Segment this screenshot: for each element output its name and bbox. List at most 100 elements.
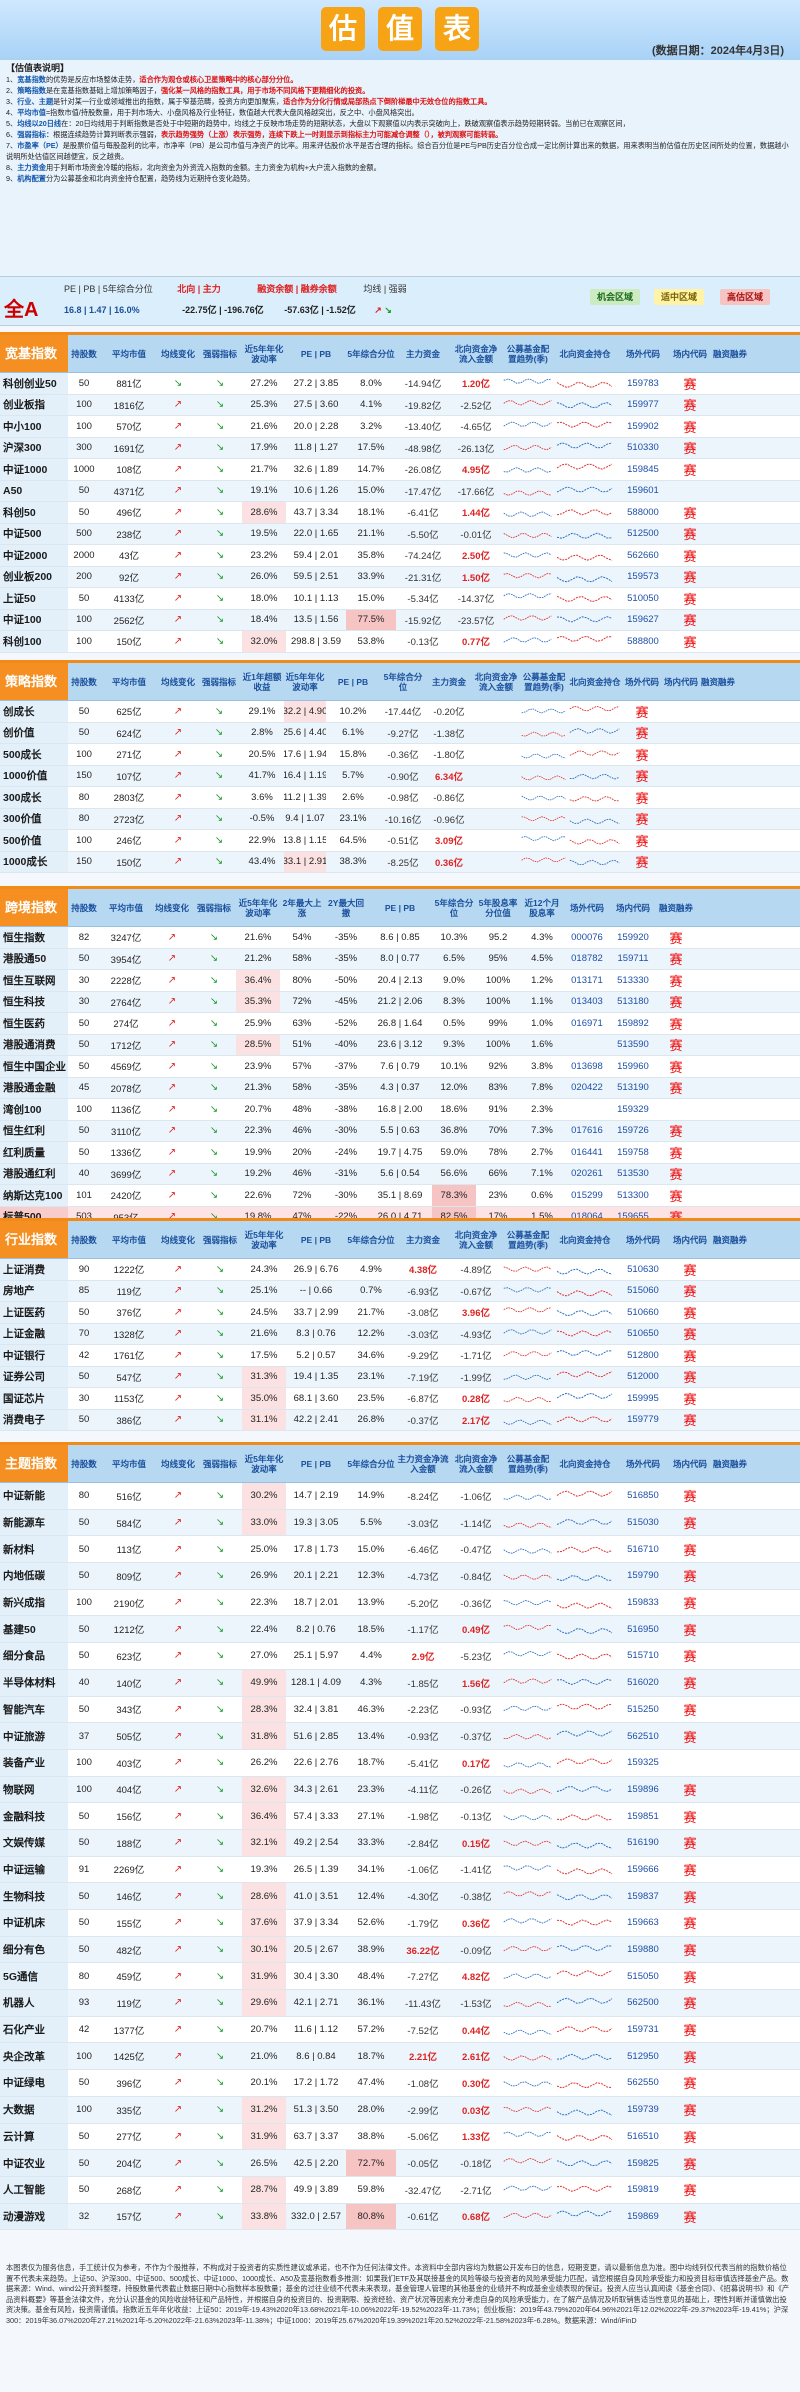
table-row[interactable]: 恒生指数 82 3247亿 ↗ ↘ 21.6% 54% -35% 8.6 | 0.85 10.3%…: [0, 927, 800, 949]
index-name[interactable]: 中证新能: [0, 1483, 68, 1509]
index-name[interactable]: 大数据: [0, 2096, 68, 2123]
table-row[interactable]: 恒生科技 30 2764亿 ↗ ↘ 35.3% 72% -45% 21.2 | 2.06 8.3%…: [0, 991, 800, 1013]
index-name[interactable]: 中证旅游: [0, 1723, 68, 1749]
table-row[interactable]: 恒生红利 50 3110亿 ↗ ↘ 22.3% 46% -30% 5.5 | 0.63 36.8%…: [0, 1120, 800, 1142]
index-name[interactable]: 港股通消费: [0, 1034, 68, 1055]
table-row[interactable]: 中证农业 50 204亿 ↗ ↘ 26.5% 42.5 | 2.20 72.7% -0.05亿 -…: [0, 2150, 800, 2177]
index-name[interactable]: 恒生科技: [0, 991, 68, 1012]
index-name[interactable]: 装备产业: [0, 1749, 68, 1776]
index-name[interactable]: 房地产: [0, 1280, 68, 1301]
index-name[interactable]: 细分食品: [0, 1643, 68, 1669]
table-row[interactable]: 科创100 100 150亿 ↗ ↘ 32.0% 298.8 | 3.59 53.8% -0.1…: [0, 631, 800, 653]
index-name[interactable]: 中证500: [0, 523, 68, 544]
index-name[interactable]: 中小100: [0, 416, 68, 437]
table-row[interactable]: 金融科技 50 156亿 ↗ ↘ 36.4% 57.4 | 3.33 27.1% -1.98亿 -…: [0, 1803, 800, 1830]
index-name[interactable]: 科创创业50: [0, 373, 68, 394]
table-row[interactable]: 消费电子 50 386亿 ↗ ↘ 31.1% 42.2 | 2.41 26.8% -0.37亿 2…: [0, 1409, 800, 1431]
table-row[interactable]: A50 50 4371亿 ↗ ↘ 19.1% 10.6 | 1.26 15.0% -17.47亿…: [0, 480, 800, 502]
index-name[interactable]: 中证绿电: [0, 2070, 68, 2096]
table-row[interactable]: 动漫游戏 32 157亿 ↗ ↘ 33.8% 332.0 | 2.57 80.8% -0.61亿…: [0, 2203, 800, 2231]
table-row[interactable]: 300成长 80 2803亿 ↗ ↘ 3.6% 11.2 | 1.39 2.6% -0.98亿 -…: [0, 787, 800, 809]
index-name[interactable]: 恒生互联网: [0, 970, 68, 991]
index-name[interactable]: 沪深300: [0, 437, 68, 458]
table-row[interactable]: 上证消费 90 1222亿 ↗ ↘ 24.3% 26.9 | 6.76 4.9% 4.38亿 -4…: [0, 1259, 800, 1281]
index-name[interactable]: 上证金融: [0, 1323, 68, 1344]
index-name[interactable]: 上证医药: [0, 1302, 68, 1323]
index-name[interactable]: 恒生医药: [0, 1013, 68, 1034]
index-name[interactable]: 新兴成指: [0, 1589, 68, 1616]
index-name[interactable]: 5G通信: [0, 1963, 68, 1990]
index-name[interactable]: 新能源车: [0, 1509, 68, 1536]
table-row[interactable]: 恒生医药 50 274亿 ↗ ↘ 25.9% 63% -52% 26.8 | 1.64 0.5% 9…: [0, 1013, 800, 1035]
table-row[interactable]: 半导体材料 40 140亿 ↗ ↘ 49.9% 128.1 | 4.09 4.3% -1.85亿…: [0, 1669, 800, 1697]
table-row[interactable]: 创价值 50 624亿 ↗ ↘ 2.8% 25.6 | 4.40 6.1% -9.27亿 -1.3…: [0, 722, 800, 744]
table-row[interactable]: 沪深300 300 1691亿 ↗ ↘ 17.9% 11.8 | 1.27 17.5% -48.…: [0, 437, 800, 459]
table-row[interactable]: 港股通消费 50 1712亿 ↗ ↘ 28.5% 51% -40% 23.6 | 3.12 9.3…: [0, 1034, 800, 1056]
table-row[interactable]: 云计算 50 277亿 ↗ ↘ 31.9% 63.7 | 3.37 38.8% -5.06亿 1.…: [0, 2123, 800, 2151]
table-row[interactable]: 内地低碳 50 809亿 ↗ ↘ 26.9% 20.1 | 2.21 12.3% -4.73亿 -…: [0, 1563, 800, 1590]
index-name[interactable]: 创业板200: [0, 566, 68, 587]
table-row[interactable]: 文娱传媒 50 188亿 ↗ ↘ 32.1% 49.2 | 2.54 33.3% -2.84亿 0…: [0, 1829, 800, 1857]
table-row[interactable]: 中证1000 1000 108亿 ↗ ↘ 21.7% 32.6 | 1.89 14.7% -26…: [0, 459, 800, 481]
table-row[interactable]: 国证芯片 30 1153亿 ↗ ↘ 35.0% 68.1 | 3.60 23.5% -6.87亿…: [0, 1388, 800, 1410]
table-row[interactable]: 人工智能 50 268亿 ↗ ↘ 28.7% 49.9 | 3.89 59.8% -32.47亿…: [0, 2176, 800, 2204]
table-row[interactable]: 中证旅游 37 505亿 ↗ ↘ 31.8% 51.6 | 2.85 13.4% -0.93亿 -…: [0, 1723, 800, 1750]
index-name[interactable]: 港股通50: [0, 948, 68, 969]
table-row[interactable]: 科创创业50 50 881亿 ↘ ↘ 27.2% 27.2 | 3.85 8.0% -14.94…: [0, 373, 800, 395]
table-row[interactable]: 证券公司 50 547亿 ↗ ↘ 31.3% 19.4 | 1.35 23.1% -7.19亿 -…: [0, 1366, 800, 1388]
table-row[interactable]: 房地产 85 119亿 ↗ ↘ 25.1% -- | 0.66 0.7% -6.93亿 -0.67…: [0, 1280, 800, 1302]
index-name[interactable]: 人工智能: [0, 2176, 68, 2203]
index-name[interactable]: 1000成长: [0, 851, 68, 872]
index-name[interactable]: 上证消费: [0, 1259, 68, 1280]
index-name[interactable]: 中证农业: [0, 2150, 68, 2176]
table-row[interactable]: 物联网 100 404亿 ↗ ↘ 32.6% 34.3 | 2.61 23.3% -4.11亿 -…: [0, 1776, 800, 1804]
table-row[interactable]: 上证金融 70 1328亿 ↗ ↘ 21.6% 8.3 | 0.76 12.2% -3.03亿 -…: [0, 1323, 800, 1345]
table-row[interactable]: 上证50 50 4133亿 ↗ ↘ 18.0% 10.1 | 1.13 15.0% -5.34亿…: [0, 588, 800, 610]
index-name[interactable]: 科创50: [0, 502, 68, 523]
index-name[interactable]: 中证运输: [0, 1856, 68, 1883]
table-row[interactable]: 中证新能 80 516亿 ↗ ↘ 30.2% 14.7 | 2.19 14.9% -8.24亿 -…: [0, 1483, 800, 1510]
index-name[interactable]: 恒生指数: [0, 927, 68, 948]
index-name[interactable]: 恒生中国企业: [0, 1056, 68, 1077]
table-row[interactable]: 中证银行 42 1761亿 ↗ ↘ 17.5% 5.2 | 0.57 34.6% -9.29亿 -…: [0, 1345, 800, 1367]
table-row[interactable]: 港股通50 50 3954亿 ↗ ↘ 21.2% 58% -35% 8.0 | 0.77 6.5%…: [0, 948, 800, 970]
index-name[interactable]: 内地低碳: [0, 1563, 68, 1589]
index-name[interactable]: 创价值: [0, 722, 68, 743]
table-row[interactable]: 500价值 100 246亿 ↗ ↘ 22.9% 13.8 | 1.15 64.5% -0.51…: [0, 830, 800, 852]
index-name[interactable]: 机器人: [0, 1990, 68, 2016]
index-name[interactable]: 半导体材料: [0, 1669, 68, 1696]
index-name[interactable]: 新材料: [0, 1536, 68, 1563]
index-name[interactable]: A50: [0, 480, 68, 501]
table-row[interactable]: 大数据 100 335亿 ↗ ↘ 31.2% 51.3 | 3.50 28.0% -2.99亿 0…: [0, 2096, 800, 2124]
index-name[interactable]: 金融科技: [0, 1803, 68, 1829]
table-row[interactable]: 创业板指 100 1816亿 ↗ ↘ 25.3% 27.5 | 3.60 4.1% -19.82…: [0, 394, 800, 416]
index-name[interactable]: 生物科技: [0, 1883, 68, 1909]
table-row[interactable]: 中证运输 91 2269亿 ↗ ↘ 19.3% 26.5 | 1.39 34.1% -1.06亿…: [0, 1856, 800, 1884]
table-row[interactable]: 新兴成指 100 2190亿 ↗ ↘ 22.3% 18.7 | 2.01 13.9% -5.20…: [0, 1589, 800, 1617]
index-name[interactable]: 中证机床: [0, 1910, 68, 1936]
index-name[interactable]: 石化产业: [0, 2016, 68, 2043]
table-row[interactable]: 中证100 100 2562亿 ↗ ↘ 18.4% 13.5 | 1.56 77.5% -15.…: [0, 609, 800, 631]
table-row[interactable]: 央企改革 100 1425亿 ↗ ↘ 21.0% 8.6 | 0.84 18.7% 2.21亿 2…: [0, 2043, 800, 2071]
table-row[interactable]: 智能汽车 50 343亿 ↗ ↘ 28.3% 32.4 | 3.81 46.3% -2.23亿 -…: [0, 1696, 800, 1724]
table-row[interactable]: 纳斯达克100 101 2420亿 ↗ ↘ 22.6% 72% -30% 35.1 | 8.69…: [0, 1185, 800, 1207]
index-name[interactable]: 中证2000: [0, 545, 68, 566]
index-name[interactable]: 上证50: [0, 588, 68, 609]
index-name[interactable]: 1000价值: [0, 765, 68, 786]
index-name[interactable]: 文娱传媒: [0, 1829, 68, 1856]
index-name[interactable]: 创成长: [0, 701, 68, 722]
table-row[interactable]: 红利质量 50 1336亿 ↗ ↘ 19.9% 20% -24% 19.7 | 4.75 59.0…: [0, 1142, 800, 1164]
table-row[interactable]: 恒生中国企业 50 4569亿 ↗ ↘ 23.9% 57% -37% 7.6 | 0.79 10.…: [0, 1056, 800, 1078]
table-row[interactable]: 石化产业 42 1377亿 ↗ ↘ 20.7% 11.6 | 1.12 57.2% -7.52亿…: [0, 2016, 800, 2044]
index-name[interactable]: 消费电子: [0, 1409, 68, 1430]
index-name[interactable]: 中证银行: [0, 1345, 68, 1366]
index-name[interactable]: 基建50: [0, 1616, 68, 1643]
table-row[interactable]: 湾创100 100 1136亿 ↗ ↘ 20.7% 48% -38% 16.8 | 2.00 18…: [0, 1099, 800, 1121]
table-row[interactable]: 港股通金融 45 2078亿 ↗ ↘ 21.3% 58% -35% 4.3 | 0.37 12.0…: [0, 1077, 800, 1099]
table-row[interactable]: 细分食品 50 623亿 ↗ ↘ 27.0% 25.1 | 5.97 4.4% 2.9亿 -5.2…: [0, 1643, 800, 1670]
index-name[interactable]: 港股通金融: [0, 1077, 68, 1098]
table-row[interactable]: 新能源车 50 584亿 ↗ ↘ 33.0% 19.3 | 3.05 5.5% -3.03亿 -1…: [0, 1509, 800, 1537]
table-row[interactable]: 恒生互联网 30 2228亿 ↗ ↘ 36.4% 80% -50% 20.4 | 2.13 9.0…: [0, 970, 800, 992]
table-row[interactable]: 中证机床 50 155亿 ↗ ↘ 37.6% 37.9 | 3.34 52.6% -1.79亿 0…: [0, 1910, 800, 1937]
table-row[interactable]: 中证2000 2000 43亿 ↗ ↘ 23.2% 59.4 | 2.01 35.8% -74.…: [0, 545, 800, 567]
